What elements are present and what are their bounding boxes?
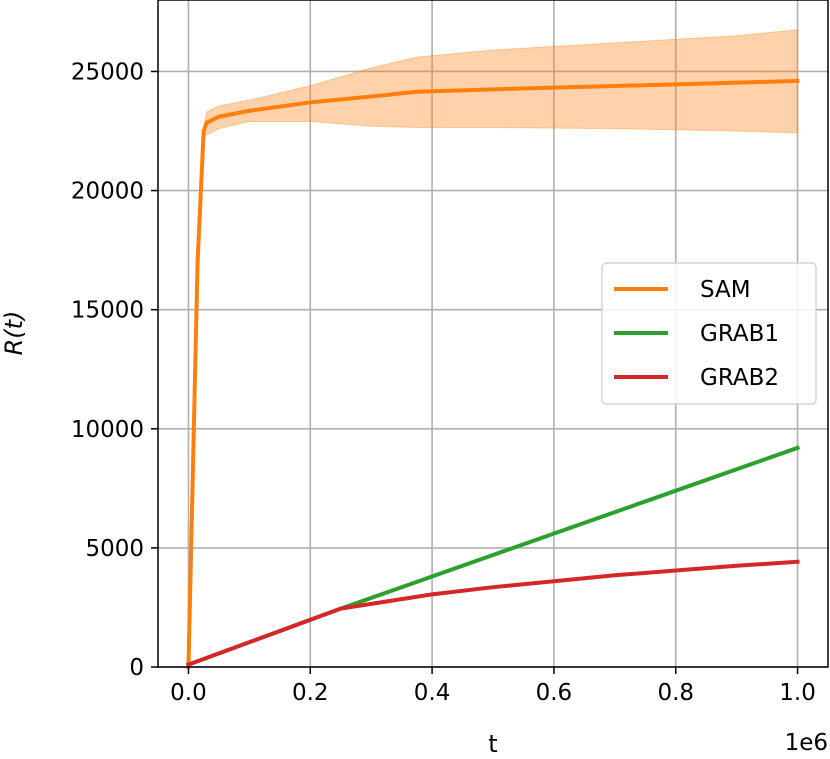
x-offset-label: 1e6 [785, 730, 828, 756]
legend-box [601, 262, 817, 405]
y-tick-label: 15000 [71, 298, 144, 324]
legend-label-sam: SAM [700, 277, 751, 303]
y-tick-label: 0 [129, 655, 144, 681]
y-axis-label: R(t) [0, 311, 28, 356]
plot-frame [157, 0, 829, 668]
x-tick-label: 0.6 [536, 680, 573, 706]
y-tick-label: 25000 [71, 59, 144, 85]
y-axis-ticks: 0 5000 10000 15000 20000 25000 [71, 59, 158, 681]
legend-label-grab2: GRAB2 [700, 365, 779, 391]
x-tick-label: 1.0 [779, 680, 816, 706]
x-tick-label: 0.0 [170, 680, 207, 706]
legend: SAM GRAB1 GRAB2 [601, 262, 817, 405]
x-tick-label: 0.8 [657, 680, 694, 706]
series-lines [185, 78, 801, 670]
legend-label-grab1: GRAB1 [700, 321, 779, 347]
x-tick-label: 0.4 [414, 680, 451, 706]
y-tick-label: 5000 [85, 536, 144, 562]
series-line-grab2 [185, 559, 800, 668]
x-tick-label: 0.2 [292, 680, 329, 706]
series-line-sam [186, 78, 800, 670]
y-tick-label: 20000 [71, 179, 144, 205]
y-tick-label: 10000 [71, 417, 144, 443]
x-axis-label: t [488, 730, 497, 758]
x-axis-ticks: 0.0 0.2 0.4 0.6 0.8 1.0 [170, 667, 816, 706]
